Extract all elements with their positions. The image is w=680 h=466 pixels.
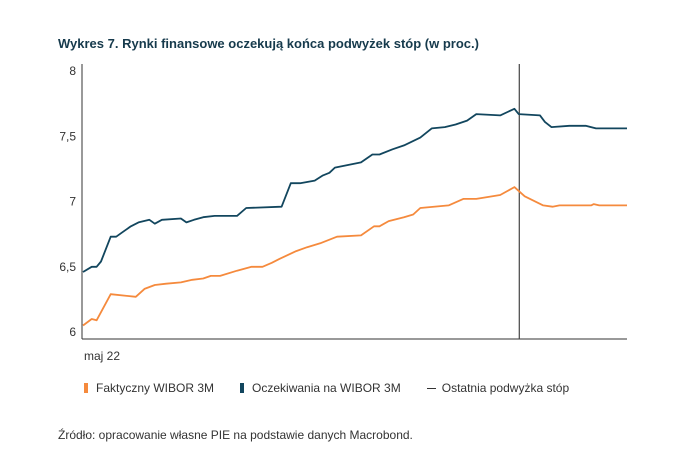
y-tick-label: 8 bbox=[69, 64, 76, 78]
legend-label: Faktyczny WIBOR 3M bbox=[96, 381, 215, 395]
expected-wibor-line bbox=[82, 107, 627, 273]
legend: Faktyczny WIBOR 3M Oczekiwania na WIBOR … bbox=[84, 381, 595, 395]
y-tick-label: 6,5 bbox=[59, 260, 76, 274]
legend-item-expected-wibor: Oczekiwania na WIBOR 3M bbox=[240, 381, 401, 395]
chart-title: Wykres 7. Rynki finansowe oczekują końca… bbox=[58, 36, 479, 51]
legend-item-actual-wibor: Faktyczny WIBOR 3M bbox=[84, 381, 214, 395]
y-tick-label: 6 bbox=[69, 325, 76, 339]
actual-wibor-line bbox=[82, 186, 627, 327]
y-tick-label: 7 bbox=[69, 195, 76, 209]
line-swatch-icon bbox=[426, 387, 436, 389]
navy-swatch-icon bbox=[240, 383, 245, 393]
legend-label: Oczekiwania na WIBOR 3M bbox=[252, 381, 401, 395]
legend-item-last-hike: Ostatnia podwyżka stóp bbox=[426, 381, 570, 395]
orange-swatch-icon bbox=[84, 383, 88, 393]
y-tick-label: 7,5 bbox=[59, 129, 76, 143]
source-note: Źródło: opracowanie własne PIE na podsta… bbox=[58, 428, 413, 442]
x-tick-label: maj 22 bbox=[84, 349, 120, 363]
legend-label: Ostatnia podwyżka stóp bbox=[441, 381, 570, 395]
